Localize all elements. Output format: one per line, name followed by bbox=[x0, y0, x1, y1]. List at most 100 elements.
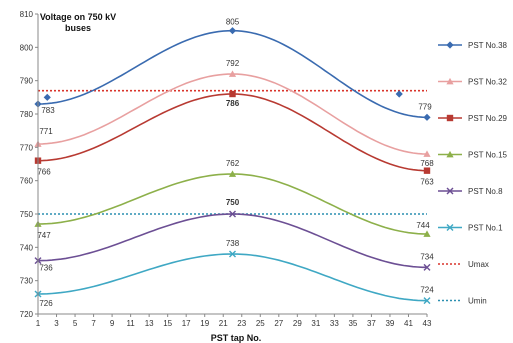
y-tick-label: 760 bbox=[20, 177, 34, 186]
data-labels: 805 783 779 792 771 768 786 766 763 762 747 744 750 7… bbox=[37, 18, 434, 308]
series-point bbox=[423, 150, 431, 157]
data-label: 750 bbox=[226, 198, 240, 207]
legend-label: PST No.32 bbox=[468, 78, 508, 87]
legend-marker bbox=[446, 224, 454, 231]
series-line-pst-no-32 bbox=[37, 73, 428, 155]
x-tick-label: 25 bbox=[256, 319, 265, 328]
legend-item: PST No.29 bbox=[438, 114, 508, 123]
chart-title-line: Voltage on 750 kV bbox=[40, 12, 116, 22]
x-tick-label: 33 bbox=[330, 319, 339, 328]
x-tick-label: 11 bbox=[126, 319, 135, 328]
legend: PST No.38 PST No.32 PST No.29 PST No.15 PST … bbox=[438, 41, 508, 306]
y-tick-label: 750 bbox=[20, 210, 34, 219]
y-tick-label: 780 bbox=[20, 110, 34, 119]
y-tick-label: 740 bbox=[20, 243, 34, 252]
legend-marker bbox=[446, 41, 454, 49]
legend-item: Umin bbox=[438, 297, 487, 306]
x-tick-label: 17 bbox=[182, 319, 191, 328]
series-point bbox=[423, 297, 431, 305]
x-tick-label: 29 bbox=[293, 319, 302, 328]
marker-stroke bbox=[229, 210, 236, 218]
data-label: 768 bbox=[420, 159, 434, 168]
x-tick-label: 1 bbox=[36, 319, 41, 328]
data-label: 736 bbox=[39, 264, 53, 273]
series-lines bbox=[37, 29, 428, 302]
x-axis-label: PST tap No. bbox=[211, 333, 262, 343]
series-point bbox=[229, 210, 236, 218]
data-label: 744 bbox=[416, 221, 430, 230]
x-tick-label: 13 bbox=[145, 319, 154, 328]
x-tick-label: 23 bbox=[237, 319, 246, 328]
data-label: 805 bbox=[226, 18, 240, 27]
legend-marker bbox=[446, 150, 454, 158]
series-point bbox=[228, 70, 237, 77]
data-label: 763 bbox=[420, 178, 434, 187]
legend-item: PST No.1 bbox=[438, 224, 503, 233]
x-tick-label: 19 bbox=[200, 319, 209, 328]
data-label: 783 bbox=[41, 106, 55, 115]
legend-item: PST No.8 bbox=[438, 187, 503, 196]
data-label: 792 bbox=[226, 59, 240, 68]
y-tick-label: 720 bbox=[20, 310, 34, 319]
y-tick-label: 770 bbox=[20, 143, 34, 152]
series-point bbox=[228, 170, 237, 177]
data-label: 786 bbox=[226, 99, 240, 108]
series-point bbox=[423, 113, 431, 121]
marker-stroke bbox=[423, 297, 431, 305]
chart-title-line: buses bbox=[65, 23, 91, 33]
x-tick-label: 7 bbox=[91, 319, 96, 328]
series-point bbox=[423, 263, 431, 271]
y-tick-label: 800 bbox=[20, 43, 34, 52]
legend-item: PST No.32 bbox=[438, 78, 508, 87]
marker-stroke bbox=[446, 224, 454, 231]
marker-stroke bbox=[446, 187, 454, 195]
series-point bbox=[423, 230, 431, 237]
legend-label: Umax bbox=[468, 260, 489, 269]
legend-label: PST No.15 bbox=[468, 151, 508, 160]
data-label: 771 bbox=[39, 127, 53, 136]
series-point bbox=[229, 90, 236, 98]
series-point bbox=[229, 250, 236, 258]
series-point bbox=[228, 27, 237, 35]
x-tick-label: 27 bbox=[274, 319, 283, 328]
legend-label: PST No.38 bbox=[468, 41, 508, 50]
legend-label: PST No.8 bbox=[468, 187, 503, 196]
legend-item: Umax bbox=[438, 260, 489, 269]
series-line-pst-no-1 bbox=[37, 253, 428, 302]
legend-label: Umin bbox=[468, 297, 487, 306]
reference-lines bbox=[38, 89, 427, 215]
legend-marker bbox=[446, 114, 454, 122]
data-label: 779 bbox=[418, 102, 432, 111]
y-tick-label: 790 bbox=[20, 77, 34, 86]
x-tick-label: 3 bbox=[54, 319, 59, 328]
data-label: 724 bbox=[420, 286, 434, 295]
legend-item: PST No.15 bbox=[438, 151, 508, 160]
data-label: 766 bbox=[37, 168, 51, 177]
series-point bbox=[395, 90, 403, 98]
data-label: 734 bbox=[420, 252, 434, 261]
y-tick-label: 730 bbox=[20, 277, 34, 286]
x-tick-label: 21 bbox=[219, 319, 228, 328]
y-tick-label: 810 bbox=[20, 10, 34, 19]
data-label: 762 bbox=[226, 159, 240, 168]
legend-marker bbox=[446, 77, 454, 85]
legend-item: PST No.38 bbox=[438, 41, 508, 50]
x-tick-label: 37 bbox=[367, 319, 376, 328]
data-label: 726 bbox=[39, 299, 53, 308]
x-tick-label: 43 bbox=[423, 319, 432, 328]
x-tick-label: 39 bbox=[385, 319, 394, 328]
series-point bbox=[423, 167, 431, 174]
legend-marker bbox=[446, 187, 454, 195]
x-tick-label: 5 bbox=[73, 319, 78, 328]
legend-label: PST No.1 bbox=[468, 224, 503, 233]
marker-stroke bbox=[229, 250, 236, 258]
data-label: 738 bbox=[226, 239, 240, 248]
x-tick-label: 35 bbox=[348, 319, 357, 328]
x-tick-label: 41 bbox=[404, 319, 413, 328]
marker-stroke bbox=[423, 263, 431, 271]
legend-label: PST No.29 bbox=[468, 114, 508, 123]
data-label: 747 bbox=[37, 231, 51, 240]
x-tick-label: 9 bbox=[110, 319, 115, 328]
